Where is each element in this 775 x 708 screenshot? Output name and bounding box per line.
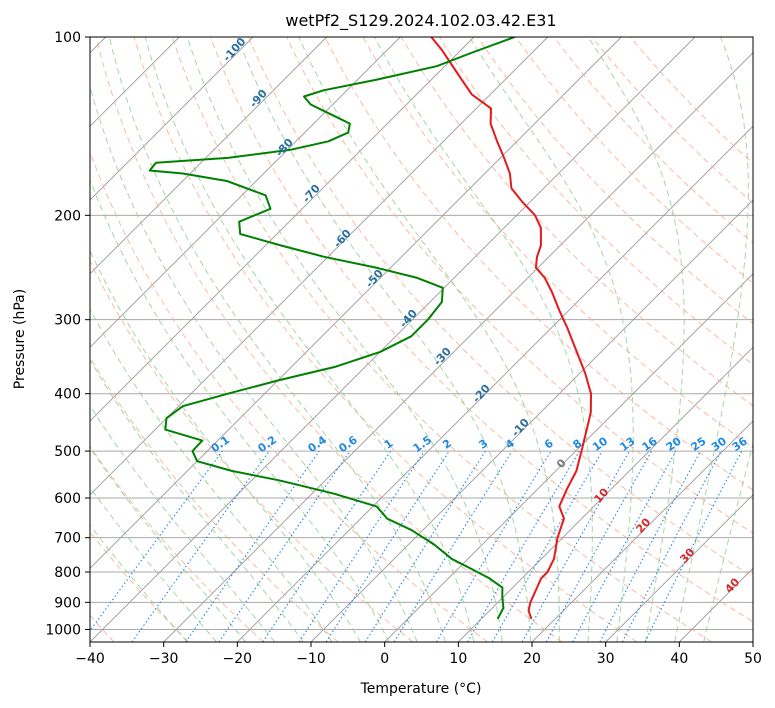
mixing-ratio-line (218, 450, 351, 642)
isotherm-line (90, 37, 328, 275)
mixing-ratio-line (393, 450, 513, 642)
dry-adiabat-line (171, 37, 712, 642)
y-tick-label: 100 (54, 30, 81, 46)
isotherm-line (236, 125, 753, 642)
moist-adiabat-line (587, 37, 685, 642)
moist-adiabat-line (674, 37, 749, 642)
mixing-ratio-line (131, 450, 270, 642)
mixing-ratio-line (298, 450, 425, 642)
dry-adiabat-line (133, 37, 638, 642)
chart-title: wetPf2_S129.2024.102.03.42.E31 (285, 11, 556, 31)
y-tick-label: 600 (54, 491, 81, 507)
mixing-ratio-line (90, 450, 223, 632)
mixing-ratio-line (572, 450, 677, 642)
moist-adiabat-line (374, 37, 593, 642)
x-tick-label: −20 (223, 651, 253, 667)
y-tick-label: 300 (54, 313, 81, 329)
isotherm-line (457, 346, 753, 642)
dry-adiabat-line (210, 37, 753, 623)
dewpoint-profile-line (148, 37, 515, 620)
moist-adiabat-line (108, 37, 446, 642)
y-tick-label: 800 (54, 565, 81, 581)
isotherm-line (531, 420, 753, 642)
mixing-ratio-line (545, 450, 653, 642)
x-tick-label: −30 (149, 651, 179, 667)
isotherm-line (605, 494, 753, 642)
isotherm-line (384, 273, 753, 642)
moist-adiabat-line (90, 84, 418, 642)
x-tick-label: 50 (744, 651, 762, 667)
dry-adiabat-line (515, 37, 753, 284)
moist-adiabat-line (237, 37, 532, 642)
y-tick-label: 700 (54, 531, 81, 547)
mixing-ratio-line (521, 450, 630, 642)
moist-adiabat-line (90, 178, 390, 642)
x-tick-label: −40 (75, 651, 105, 667)
x-axis-label: Temperature (°C) (360, 681, 482, 697)
isotherm-line (90, 37, 622, 569)
moist-adiabat-line (186, 37, 503, 642)
x-tick-label: 40 (670, 651, 688, 667)
y-axis-label: Pressure (hPa) (12, 289, 28, 389)
plot-frame (89, 36, 754, 643)
isotherm-line (163, 52, 753, 642)
profile-layer (148, 37, 592, 620)
moist-adiabat-line (298, 37, 560, 642)
x-tick-label: 0 (380, 651, 389, 667)
y-tick-label: 200 (54, 208, 81, 224)
x-tick-label: −10 (296, 651, 326, 667)
mixing-ratio-line (325, 450, 450, 642)
x-tick-label: 10 (449, 651, 467, 667)
dry-adiabat-line (90, 259, 414, 642)
axis-layer: −40 −30 −20 −10 0 10 20 30 40 50 100 200 300 400 500 60… (45, 30, 762, 667)
y-tick-label: 400 (54, 387, 81, 403)
dry-adiabat-line (90, 356, 339, 642)
dry-adiabat-line (90, 445, 264, 642)
grid-layer (90, 37, 753, 642)
dry-adiabat-line (248, 37, 753, 578)
dry-adiabat-line (286, 37, 753, 534)
moist-adiabat-line (90, 524, 188, 642)
moist-adiabat-line (90, 249, 362, 642)
y-tick-label: 900 (54, 595, 81, 611)
moist-adiabat-line (90, 358, 304, 642)
isotherm-line (90, 37, 549, 496)
mixing-ratio-line (644, 450, 743, 642)
moist-adiabat-line (703, 441, 753, 642)
y-tick-label: 500 (54, 444, 81, 460)
moist-adiabat-line (90, 486, 217, 642)
mixing-ratio-line (185, 450, 320, 642)
x-tick-label: 30 (597, 651, 615, 667)
dry-adiabat-line (324, 37, 753, 491)
y-tick-label: 1000 (45, 622, 81, 638)
mixing-ratio-line (262, 450, 392, 642)
moist-adiabat-line (90, 308, 333, 642)
moist-adiabat-line (90, 447, 247, 642)
temperature-profile-line (430, 37, 592, 620)
isotherm-line (90, 37, 254, 201)
x-tick-label: 20 (523, 651, 541, 667)
moist-adiabat-line (90, 404, 275, 642)
isotherm-line (90, 37, 401, 348)
dry-adiabat-line (95, 37, 563, 642)
moist-adiabat-line (144, 37, 475, 642)
